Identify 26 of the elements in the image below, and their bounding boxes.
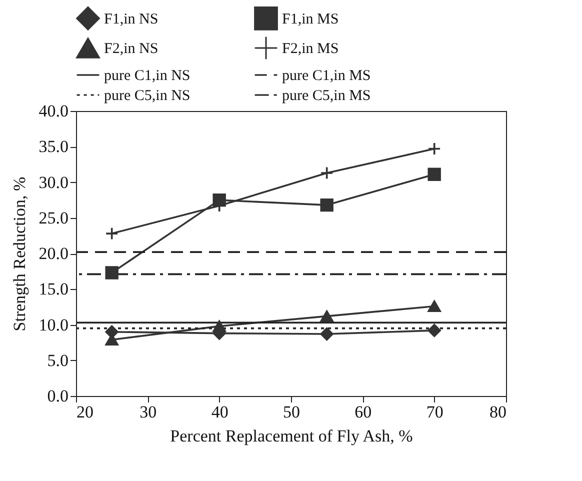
legend-label: pure C1,in NS [104, 68, 190, 84]
x-tick-label: 20 [76, 402, 94, 422]
x-tick-label: 70 [426, 402, 444, 422]
legend-label: F2,in MS [282, 41, 339, 57]
y-tick-label: 5.0 [47, 350, 68, 370]
x-tick-label: 40 [211, 402, 228, 422]
legend-label: pure C5,in NS [104, 88, 190, 104]
y-tick-label: 10.0 [38, 315, 68, 334]
x-tick-label: 30 [140, 402, 157, 422]
y-tick-label: 30.0 [38, 172, 68, 192]
y-axis-title: Strength Reduction, % [10, 176, 29, 332]
y-tick-label: 0.0 [47, 386, 68, 406]
y-tick-label: 20.0 [38, 244, 68, 263]
x-axis-title: Percent Replacement of Fly Ash, % [170, 426, 413, 446]
x-tick-label: 80 [490, 402, 506, 422]
x-tick-label: 50 [283, 402, 300, 422]
y-tick-label: 40.0 [38, 102, 68, 120]
legend-label: F1,in NS [104, 11, 158, 28]
legend-label: F2,in NS [104, 41, 158, 57]
legend-label: pure C5,in MS [282, 88, 371, 104]
legend-label: pure C1,in MS [282, 68, 371, 84]
y-tick-label: 35.0 [38, 137, 68, 156]
y-tick-label: 15.0 [38, 280, 68, 299]
y-tick-label: 25.0 [38, 208, 68, 228]
x-tick-label: 60 [354, 402, 372, 422]
legend-label: F1,in MS [282, 11, 339, 28]
